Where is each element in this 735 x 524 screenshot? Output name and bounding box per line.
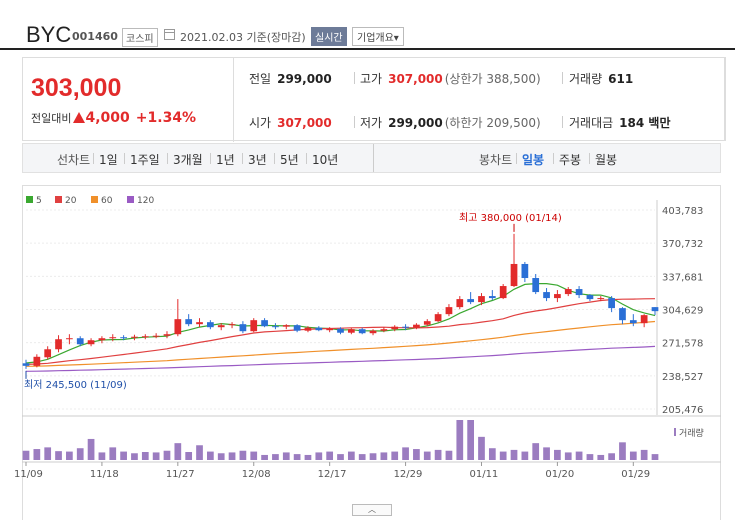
prev-close-cell: 전일 299,000 [249, 70, 332, 87]
high-label: 고가 [360, 72, 383, 86]
divider [589, 153, 590, 164]
divider [354, 116, 355, 128]
divider [274, 153, 275, 164]
change-percent: +1.34% [135, 110, 197, 126]
change-amount: 4,000 [85, 110, 130, 126]
reference-date: 2021.02.03 기준(장마감) [180, 31, 306, 44]
line-chart-label: 선차트 [57, 153, 91, 167]
up-triangle-icon [73, 112, 86, 123]
amount-cell: 거래대금 184 백만 [569, 114, 670, 131]
low-cell: 저가 299,000 (하한가 209,500) [360, 114, 541, 131]
divider [553, 153, 554, 164]
divider [562, 72, 563, 84]
divider [516, 153, 517, 164]
divider [373, 144, 374, 172]
quote-panel: 303,000 전일대비 4,000 +1.34% 전일 299,000 고가 307,… [22, 57, 725, 142]
tab-1y[interactable]: 1년 [216, 153, 235, 167]
realtime-button[interactable]: 실시간 [311, 27, 347, 46]
tab-10y[interactable]: 10년 [312, 153, 339, 167]
tab-daily[interactable]: 일봉 [522, 153, 545, 167]
divider [233, 58, 234, 142]
change-label: 전일대비 [31, 112, 72, 125]
tab-3m[interactable]: 3개월 [173, 153, 203, 167]
market-badge: 코스피 [122, 28, 158, 47]
chart-scroll-handle[interactable]: ︿ [352, 504, 392, 516]
change-row: 전일대비 4,000 +1.34% [31, 110, 196, 126]
lower-limit: (하한가 209,500) [444, 116, 541, 130]
stock-code: 001460 [72, 30, 118, 43]
divider [354, 72, 355, 84]
current-price: 303,000 [31, 74, 122, 102]
low-value: 299,000 [388, 116, 443, 130]
amount-label: 거래대금 [569, 116, 614, 130]
tab-1w[interactable]: 1주일 [130, 153, 160, 167]
stock-header: BYC 001460 코스피 2021.02.03 기준(장마감) 실시간 기업… [0, 0, 735, 50]
amount-value: 184 백만 [619, 116, 671, 130]
volume-label: 거래량 [569, 72, 603, 86]
open-label: 시가 [249, 116, 272, 130]
high-cell: 고가 307,000 (상한가 388,500) [360, 70, 541, 87]
volume-cell: 거래량 611 [569, 70, 633, 87]
divider [93, 153, 94, 164]
period-tabs: 선차트 1일 1주일 3개월 1년 3년 5년 10년 봉차트 일봉 주봉 월봉 [22, 143, 721, 173]
low-label: 저가 [360, 116, 383, 130]
chart-area [22, 185, 721, 520]
tab-5y[interactable]: 5년 [280, 153, 299, 167]
upper-limit: (상한가 388,500) [444, 72, 541, 86]
divider [167, 153, 168, 164]
tab-weekly[interactable]: 주봉 [559, 153, 582, 167]
divider [306, 153, 307, 164]
prev-close-value: 299,000 [277, 72, 332, 86]
tab-3y[interactable]: 3년 [248, 153, 267, 167]
company-overview-button[interactable]: 기업개요▾ [352, 27, 404, 46]
volume-value: 611 [608, 72, 634, 86]
divider [124, 153, 125, 164]
candle-chart-label: 봉차트 [479, 153, 513, 167]
high-value: 307,000 [388, 72, 443, 86]
tab-monthly[interactable]: 월봉 [595, 153, 618, 167]
scrollbar[interactable] [725, 57, 735, 141]
open-cell: 시가 307,000 [249, 114, 332, 131]
divider [242, 153, 243, 164]
prev-close-label: 전일 [249, 72, 272, 86]
divider [562, 116, 563, 128]
divider [210, 153, 211, 164]
tab-1d[interactable]: 1일 [99, 153, 118, 167]
stock-name: BYC [26, 22, 72, 47]
calendar-icon [164, 29, 175, 40]
open-value: 307,000 [277, 116, 332, 130]
